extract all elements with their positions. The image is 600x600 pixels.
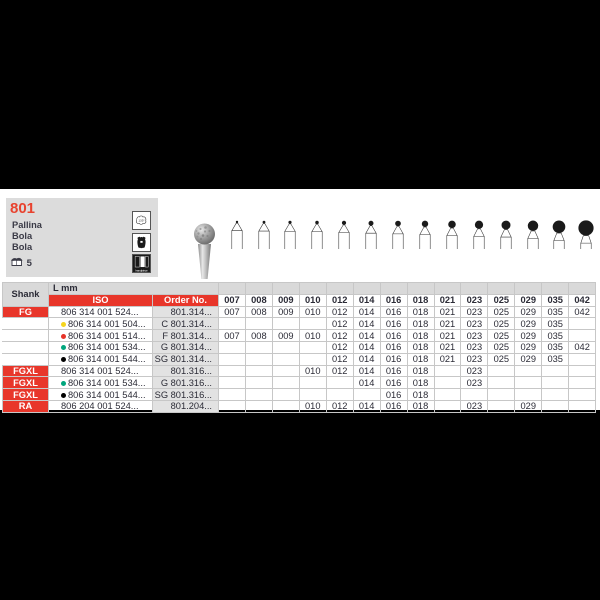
svg-text:handpiece: handpiece [135, 268, 148, 272]
svg-text:135°: 135° [138, 219, 145, 223]
